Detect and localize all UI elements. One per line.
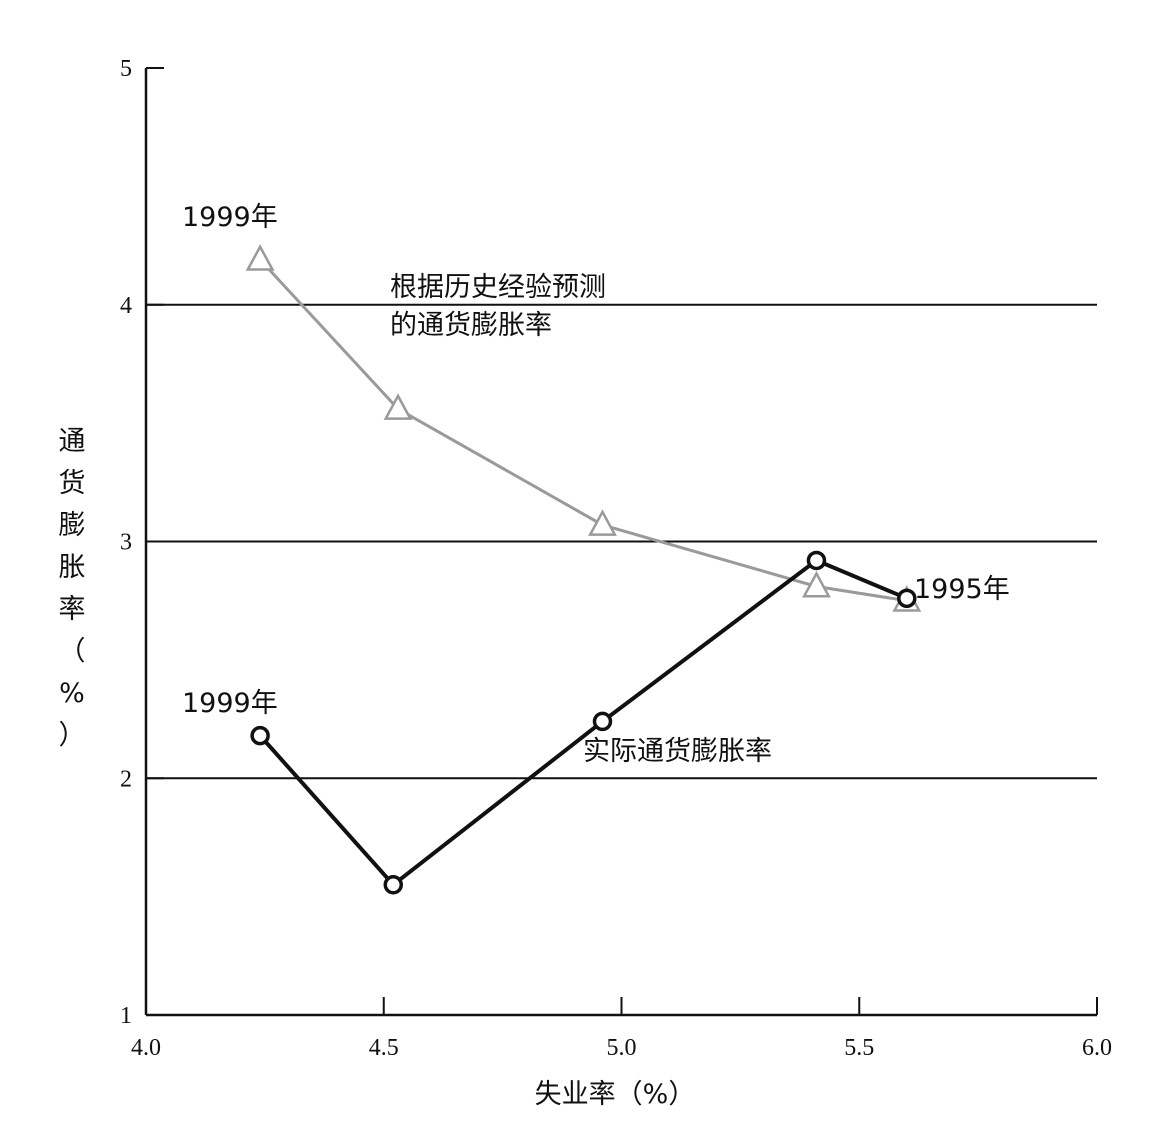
x-tick-label-6.0: 6.0: [1082, 1035, 1112, 1061]
triangle-marker: [245, 244, 275, 271]
series-line-triangle: [259, 258, 908, 603]
y-axis-title-char: 胀: [59, 552, 86, 583]
y-axis-title-char: 货: [59, 468, 86, 499]
x-tick-label-5.5: 5.5: [844, 1035, 874, 1061]
circle-marker: [383, 875, 404, 895]
y-axis-title-char: （: [59, 636, 86, 667]
x-tick-label-5.0: 5.0: [607, 1035, 637, 1061]
y-tick-label-4: 4: [120, 293, 132, 319]
triangle-marker: [802, 570, 831, 598]
y-tick-label-2: 2: [120, 766, 132, 792]
y-axis-ticks: 1 2 3 4 5: [120, 56, 164, 1029]
predicted-series-label-line1: 根据历史经验预测: [390, 272, 606, 303]
y-axis-title-char: ）: [59, 720, 86, 751]
actual-series-label: 实际通货膨胀率: [583, 736, 772, 767]
y-tick-label-1: 1: [120, 1003, 132, 1029]
actual-start-year-label: 1999年: [182, 688, 278, 719]
circle-marker: [897, 588, 917, 609]
triangle-marker: [383, 393, 413, 420]
series-layer: [245, 244, 922, 895]
x-axis-ticks: 4.0 4.5 5.0 5.5 6.0: [131, 997, 1112, 1061]
y-axis-title: 通货膨胀率 （% ）: [59, 426, 86, 751]
predicted-series-label-line2: 的通货膨胀率: [390, 310, 552, 341]
triangle-marker: [588, 509, 617, 536]
y-axis-title-char: 率: [59, 594, 86, 625]
y-axis-title-char: %: [59, 678, 85, 709]
circle-marker: [592, 711, 613, 732]
x-axis-title: 失业率（%）: [535, 1079, 696, 1110]
circle-marker: [250, 725, 270, 746]
gridlines: [146, 303, 1097, 780]
y-axis-title-char: 膨: [59, 510, 86, 541]
predicted-start-year-label: 1999年: [182, 202, 278, 233]
series-circle: [250, 550, 917, 895]
x-tick-label-4.0: 4.0: [131, 1035, 161, 1061]
y-tick-label-3: 3: [120, 530, 132, 556]
x-tick-label-4.5: 4.5: [369, 1035, 399, 1061]
y-tick-label-5: 5: [120, 56, 132, 82]
y-axis-title-char: 通: [59, 426, 86, 457]
series-line-circle: [258, 558, 908, 888]
end-year-label: 1995年: [914, 574, 1010, 605]
circle-marker: [806, 550, 827, 571]
